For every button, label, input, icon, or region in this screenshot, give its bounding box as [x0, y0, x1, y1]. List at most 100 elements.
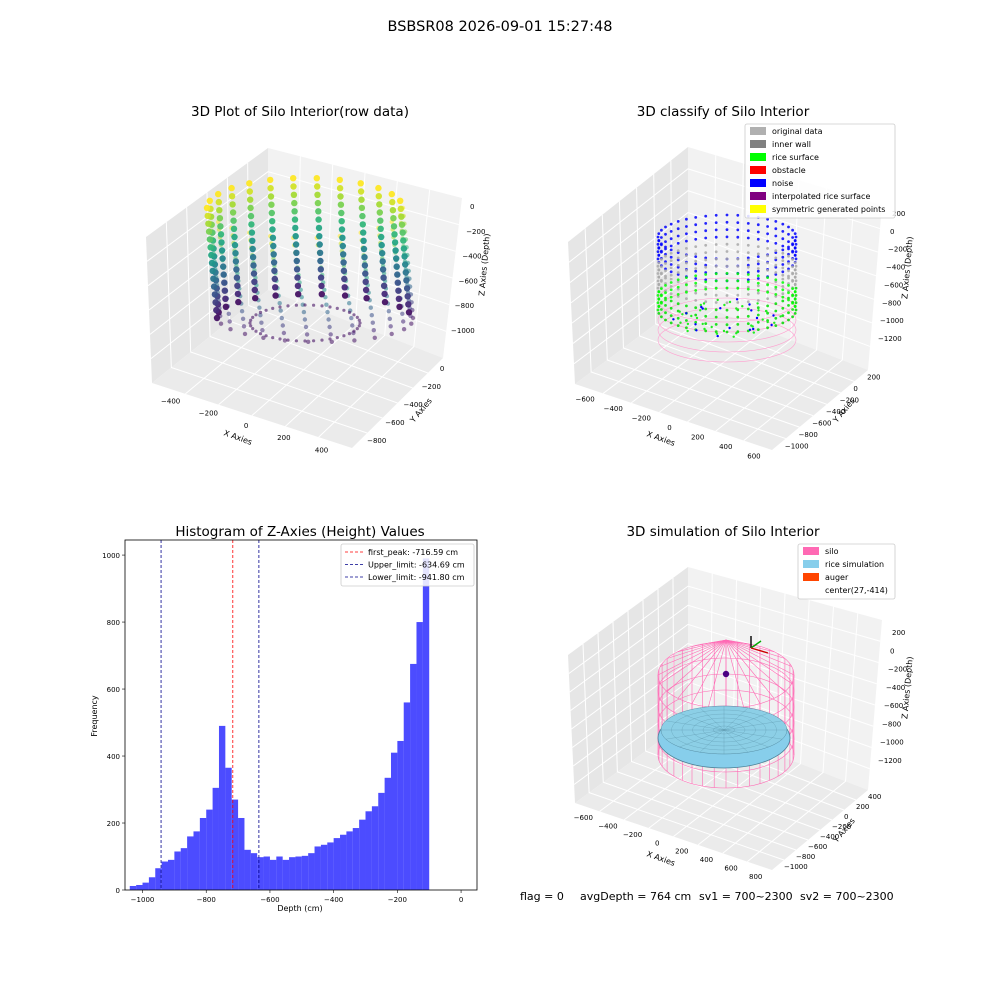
histogram-ylabel: Frequency [90, 695, 99, 737]
data-point [746, 263, 750, 267]
data-point [320, 338, 324, 342]
data-point [336, 185, 344, 192]
data-point [318, 291, 325, 298]
silo-cone-line [725, 639, 775, 652]
data-point [770, 323, 773, 327]
data-point [251, 286, 258, 294]
data-point [676, 293, 680, 296]
histogram-bar [295, 856, 302, 890]
legend-swatch [750, 192, 766, 200]
data-point [704, 293, 708, 296]
data-point [669, 273, 673, 277]
data-point [291, 208, 298, 215]
data-point [725, 272, 729, 275]
data-point [704, 300, 708, 304]
z-tick-label: 0 [890, 228, 894, 236]
data-point [669, 251, 673, 255]
histogram-bar [320, 844, 328, 890]
z-tick-label: −200 [466, 228, 485, 236]
data-point [793, 246, 797, 250]
data-point [278, 308, 283, 313]
data-point [656, 250, 660, 254]
data-point [390, 215, 397, 222]
data-point [704, 243, 708, 247]
data-point [781, 251, 785, 255]
data-point [389, 198, 396, 206]
data-point [766, 311, 769, 315]
data-point [781, 288, 785, 292]
rice-mesh [723, 720, 783, 731]
y-tick-label: 800 [107, 619, 120, 627]
data-point [766, 320, 769, 324]
y-tick-label: −800 [799, 431, 818, 439]
data-point [774, 273, 778, 276]
y-tick-label: −200 [832, 823, 851, 831]
data-point [704, 273, 708, 276]
data-point [272, 284, 279, 291]
x-tick-label: 800 [749, 873, 762, 881]
x-axis-label: X Axies [222, 428, 253, 447]
data-point [732, 335, 735, 338]
data-point [660, 294, 663, 298]
legend-swatch [803, 560, 819, 568]
data-point [286, 338, 290, 342]
data-point [781, 244, 785, 248]
data-point [736, 257, 740, 261]
data-point [290, 183, 297, 190]
data-point [741, 305, 744, 308]
data-point [678, 310, 681, 313]
data-point [315, 224, 323, 232]
histogram-bar [327, 842, 334, 890]
data-point [228, 184, 235, 192]
data-point [664, 262, 667, 265]
rice-mesh [723, 707, 749, 731]
data-point [301, 309, 307, 315]
data-point [676, 295, 680, 298]
data-point [685, 254, 688, 258]
data-point [404, 293, 411, 300]
data-point [339, 234, 346, 241]
data-point [660, 236, 663, 239]
data-point [247, 204, 254, 212]
data-point [250, 262, 257, 269]
data-point [793, 239, 797, 243]
data-point [781, 299, 785, 303]
data-point [701, 322, 704, 326]
data-point [357, 188, 365, 195]
data-point [387, 316, 392, 321]
data-point [694, 274, 698, 278]
figure-suptitle: BSBSR08 2026-09-01 15:27:48 [388, 19, 613, 35]
data-point [337, 201, 345, 208]
data-point [295, 291, 302, 298]
histogram-bars [129, 558, 430, 890]
data-point [664, 311, 667, 315]
legend-label: silo [825, 547, 839, 556]
data-point [376, 209, 383, 216]
z-tick-label: −400 [462, 253, 481, 261]
data-point [746, 229, 750, 233]
y-tick-label: −200 [422, 383, 441, 391]
histogram-bar [142, 882, 149, 890]
data-point [394, 279, 401, 286]
data-point [756, 299, 760, 302]
y-tick-label: 0 [116, 887, 120, 895]
data-point [714, 323, 718, 326]
data-point [271, 306, 275, 310]
data-point [781, 285, 785, 288]
histogram-bar [193, 831, 200, 890]
data-point [388, 324, 393, 329]
z-axis-label: Z Axies (Depth) [477, 233, 491, 296]
silo-cone-line [660, 639, 727, 667]
y-tick-label: 400 [868, 793, 881, 801]
data-point [722, 329, 726, 333]
data-point [400, 311, 405, 316]
data-point [669, 248, 673, 252]
data-point [401, 253, 408, 260]
data-point [656, 235, 660, 239]
data-point [328, 305, 332, 309]
data-point [794, 250, 798, 254]
data-point [704, 271, 708, 274]
data-point [664, 276, 667, 280]
data-point [270, 259, 278, 266]
histogram-legend: first_peak: -716.59 cm Upper_limit: -634.… [340, 543, 475, 587]
